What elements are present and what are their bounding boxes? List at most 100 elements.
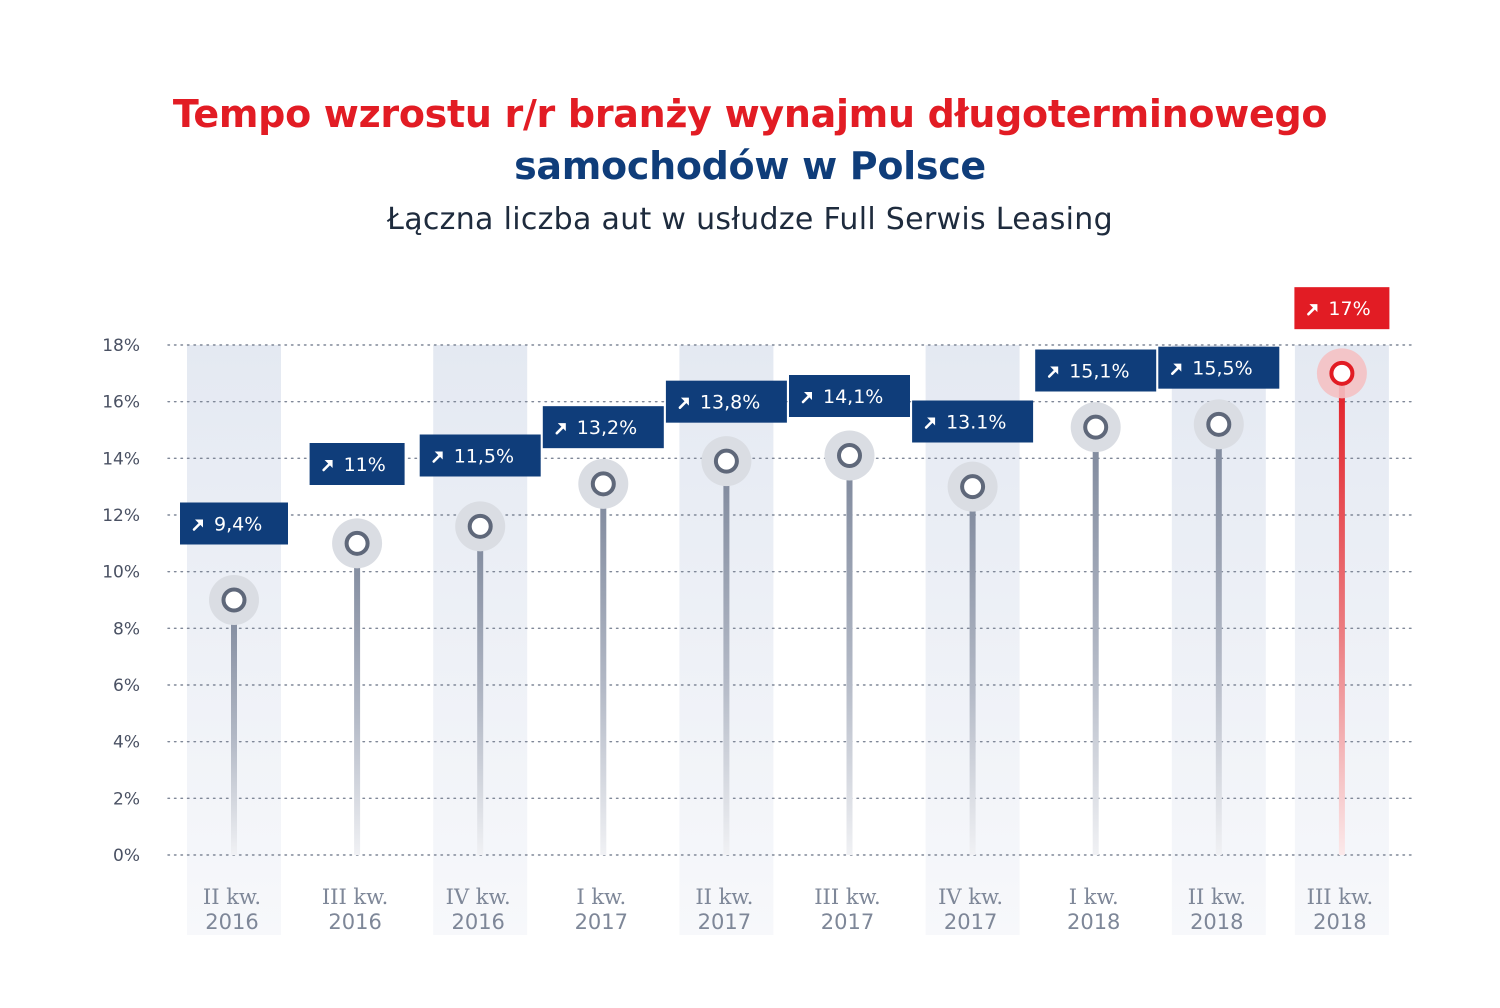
lollipop-stem [1092,427,1099,855]
value-label-text: 13.1% [946,412,1006,434]
value-label-text: 15,5% [1192,358,1252,380]
arrow-head [680,397,689,406]
lollipop-stem [846,455,853,855]
dot-marker [221,587,247,613]
x-tick-label-year: 2018 [1067,910,1120,934]
value-label-text: 13,2% [577,417,637,439]
y-tick-label: 6% [113,676,140,696]
value-label: 9,4% [180,502,288,545]
lollipop-stem [1215,424,1222,855]
lollipop-stem [600,483,607,855]
value-label: 13,8% [665,380,787,423]
x-tick-label-quarter: III kw. [1307,885,1373,909]
x-tick-label-year: 2016 [451,910,504,934]
lollipop-stem [969,486,976,855]
dot-marker [713,448,739,474]
lollipop-stem [1338,373,1345,855]
x-tick-label-year: 2017 [821,910,874,934]
arrow-head [434,451,443,460]
value-label-box [309,443,405,485]
value-label-text: 13,8% [700,392,760,414]
value-label-box [1294,287,1390,330]
x-tick-label-year: 2017 [944,910,997,934]
arrow-head [195,519,203,528]
dot-marker [344,530,370,556]
y-tick-label: 4% [113,733,140,753]
x-tick-label-quarter: IV kw. [938,885,1003,909]
value-label-text: 11% [344,454,386,476]
dot-marker [960,474,986,500]
lollipop-stems [231,373,1345,855]
x-tick-label-quarter: IV kw. [446,885,511,909]
arrow-head [1173,363,1182,372]
value-labels: 9,4% 11% 11,5% 13,2% 13,8% 14,1% 13.1% 15,1% 15,… [180,287,1390,545]
arrow-head [557,423,566,432]
arrow-up-right-icon [924,417,936,429]
value-label: 11% [309,443,405,485]
y-tick-label: 14% [102,449,140,469]
lollipop-stem [231,600,237,855]
y-tick-label: 10% [102,563,140,583]
x-tick-label-year: 2018 [1313,910,1366,934]
arrow-up-right-icon [1171,363,1182,375]
dot-marker [467,513,493,539]
x-tick-label-quarter: III kw. [814,885,880,909]
y-tick-label: 0% [113,846,140,866]
arrow-up-right-icon [192,519,203,531]
dot-marker [837,443,862,468]
lollipop-stem [477,526,484,855]
value-label: 15,5% [1158,346,1280,389]
value-label: 15,1% [1035,349,1157,392]
value-label-text: 9,4% [214,514,262,536]
dot-marker [590,471,616,497]
x-tick-label-year: 2017 [575,910,628,934]
value-label-text: 14,1% [823,386,883,408]
lollipop-dots [209,348,1367,625]
arrow-head [804,392,812,400]
x-tick-label-quarter: I kw. [576,885,626,909]
value-label: 17% [1294,287,1390,330]
arrow-up-right-icon [432,451,443,463]
x-tick-label-quarter: II kw. [695,885,753,909]
chart-title: Tempo wzrostu r/r branży wynajmu długote… [0,88,1500,192]
y-tick-label: 2% [113,789,140,809]
arrow-head [1309,304,1318,313]
x-tick-label-quarter: II kw. [203,885,261,909]
dot-marker [1083,414,1109,440]
title-line-1: Tempo wzrostu r/r branży wynajmu długote… [172,92,1328,136]
arrow-head [324,460,333,468]
arrow-head [1050,366,1059,375]
y-tick-label: 8% [113,619,140,639]
chart-subtitle: Łączna liczba aut w usłudze Full Serwis … [387,202,1113,237]
value-label-text: 17% [1328,298,1370,320]
value-label: 11,5% [419,434,541,477]
y-tick-label: 12% [102,506,140,526]
lollipop-stem [723,461,730,855]
arrow-up-right-icon [1047,366,1059,378]
arrow-up-right-icon [678,397,689,409]
x-tick-label-year: 2016 [328,910,381,934]
value-label-text: 15,1% [1069,361,1129,383]
value-label: 13.1% [912,400,1034,443]
x-tick-label-year: 2016 [205,910,258,934]
arrow-up-right-icon [1307,304,1318,316]
arrow-up-right-icon [322,460,333,472]
x-tick-label-quarter: III kw. [322,885,388,909]
lollipop-stem [354,543,361,855]
title-line-2: samochodów w Polsce [514,144,986,188]
value-label-box [180,502,288,545]
y-tick-label: 18% [102,336,140,356]
x-tick-label-quarter: II kw. [1188,885,1246,909]
y-axis-ticks: 0% 2% 4% 6% 8% 10% 12% 14% 16% 18% [102,336,140,866]
arrow-head [927,417,936,426]
arrow-up-right-icon [555,423,566,435]
value-label: 13,2% [542,406,664,449]
x-tick-label-year: 2017 [698,910,751,934]
value-label-text: 11,5% [454,446,514,468]
x-tick-label-quarter: I kw. [1069,885,1119,909]
value-label: 14,1% [789,375,910,417]
x-tick-label-year: 2018 [1190,910,1243,934]
dot-marker [1206,411,1232,437]
